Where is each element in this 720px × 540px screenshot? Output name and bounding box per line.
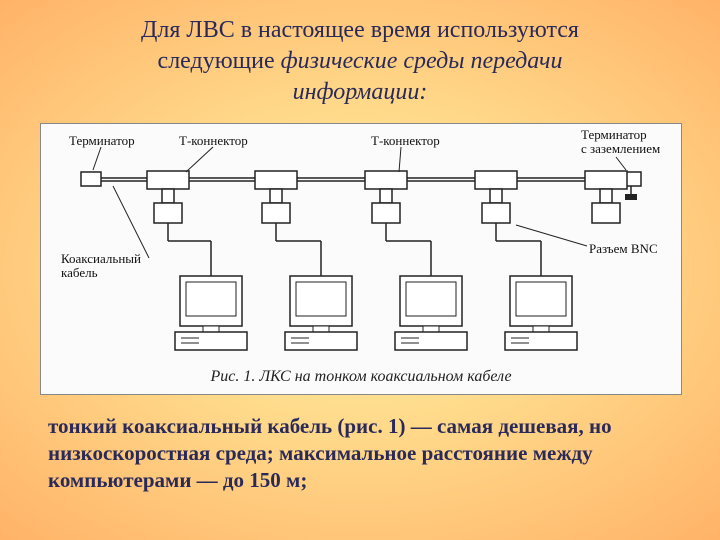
label-coax: Коаксиальныйкабель <box>61 252 141 281</box>
title-line2-plain: следующие <box>158 48 281 74</box>
title-line3: информации: <box>293 79 428 105</box>
diagram-caption: Рис. 1. ЛКС на тонком коаксиальном кабел… <box>41 368 681 386</box>
label-t-connector-1: Т-коннектор <box>179 134 248 148</box>
network-diagram: Терминатор Т-коннектор Т-коннектор Терми… <box>40 123 682 395</box>
label-terminator: Терминатор <box>69 134 135 148</box>
body-text: тонкий коаксиальный кабель (рис. 1) — са… <box>40 413 680 495</box>
label-bnc: Разъем BNC <box>589 242 658 256</box>
title-line1: Для ЛВС в настоящее время используются <box>141 17 579 43</box>
slide-title: Для ЛВС в настоящее время используются с… <box>40 15 680 109</box>
slide: Для ЛВС в настоящее время используются с… <box>0 0 720 540</box>
diagram-svg <box>41 124 681 364</box>
label-t-connector-2: Т-коннектор <box>371 134 440 148</box>
title-line2-italic: физические среды передачи <box>281 48 563 74</box>
label-terminator-ground: Терминаторс заземлением <box>581 128 660 157</box>
